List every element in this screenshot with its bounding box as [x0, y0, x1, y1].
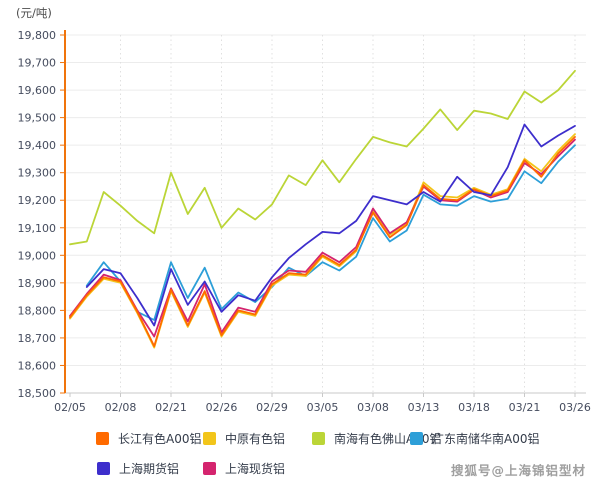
- x-tick-label: 02/05: [54, 401, 86, 414]
- y-tick-label: 18,600: [18, 359, 57, 372]
- y-tick-label: 19,700: [18, 57, 57, 70]
- y-tick-label: 19,400: [18, 139, 57, 152]
- y-tick-label: 19,500: [18, 112, 57, 125]
- y-tick-label: 19,000: [18, 249, 57, 262]
- x-tick-label: 02/08: [105, 401, 137, 414]
- y-tick-label: 19,800: [18, 29, 57, 42]
- y-tick-label: 18,900: [18, 277, 57, 290]
- x-tick-label: 03/26: [559, 401, 591, 414]
- legend-swatch-icon: [96, 431, 109, 445]
- legend-label: 长江有色A00铝: [118, 431, 202, 446]
- legend-swatch-icon: [410, 431, 423, 445]
- price-line-chart: 19,800 19,700 19,600 19,500 19,400 19,300 19,2…: [18, 29, 591, 414]
- x-tick-label: 02/26: [206, 401, 238, 414]
- chart-legend-row-1: 长江有色A00铝 中原有色铝 南海有色佛山A00铝 广东南储华南A00铝: [0, 430, 600, 452]
- y-tick-label: 19,600: [18, 84, 57, 97]
- x-tick-label: 03/05: [307, 401, 339, 414]
- x-tick-label: 03/18: [458, 401, 490, 414]
- price-line-chart-svg: 19,800 19,700 19,600 19,500 19,400 19,300 19,2…: [18, 29, 591, 414]
- legend-label: 上海现货铝: [225, 461, 286, 476]
- y-tick-label: 18,500: [18, 387, 57, 400]
- series-line-2: [69, 69, 576, 246]
- legend-swatch-icon: [97, 461, 110, 475]
- x-tick-label: 02/29: [256, 401, 288, 414]
- legend-label: 中原有色铝: [225, 431, 286, 446]
- legend-item-0: 长江有色A00铝: [96, 430, 201, 446]
- legend-swatch-icon: [203, 461, 216, 475]
- y-tick-label: 18,700: [18, 332, 57, 345]
- series-line-3: [85, 144, 576, 321]
- legend-label: 上海期货铝: [119, 461, 180, 476]
- x-tick-label: 03/21: [509, 401, 541, 414]
- legend-item-5: 上海现货铝: [203, 460, 285, 476]
- legend-swatch-icon: [203, 431, 216, 445]
- x-tick-label: 03/08: [357, 401, 389, 414]
- legend-item-1: 中原有色铝: [203, 430, 285, 446]
- series-line-4: [85, 123, 576, 327]
- x-tick-label: 02/21: [155, 401, 187, 414]
- legend-item-3: 广东南储华南A00铝: [410, 430, 539, 446]
- legend-label: 广东南储华南A00铝: [432, 431, 540, 446]
- y-axis-unit-label: (元/吨): [16, 6, 52, 20]
- legend-swatch-icon: [312, 431, 325, 445]
- y-tick-label: 19,100: [18, 222, 57, 235]
- y-tick-label: 19,200: [18, 194, 57, 207]
- series-line-5: [69, 138, 576, 338]
- watermark: 搜狐号@上海锦铝型材: [450, 463, 586, 478]
- y-tick-label: 19,300: [18, 167, 57, 180]
- x-tick-label: 03/13: [408, 401, 440, 414]
- chart-legend-row-2: 上海期货铝 上海现货铝: [0, 460, 600, 482]
- legend-item-4: 上海期货铝: [97, 460, 179, 476]
- y-tick-label: 18,800: [18, 304, 57, 317]
